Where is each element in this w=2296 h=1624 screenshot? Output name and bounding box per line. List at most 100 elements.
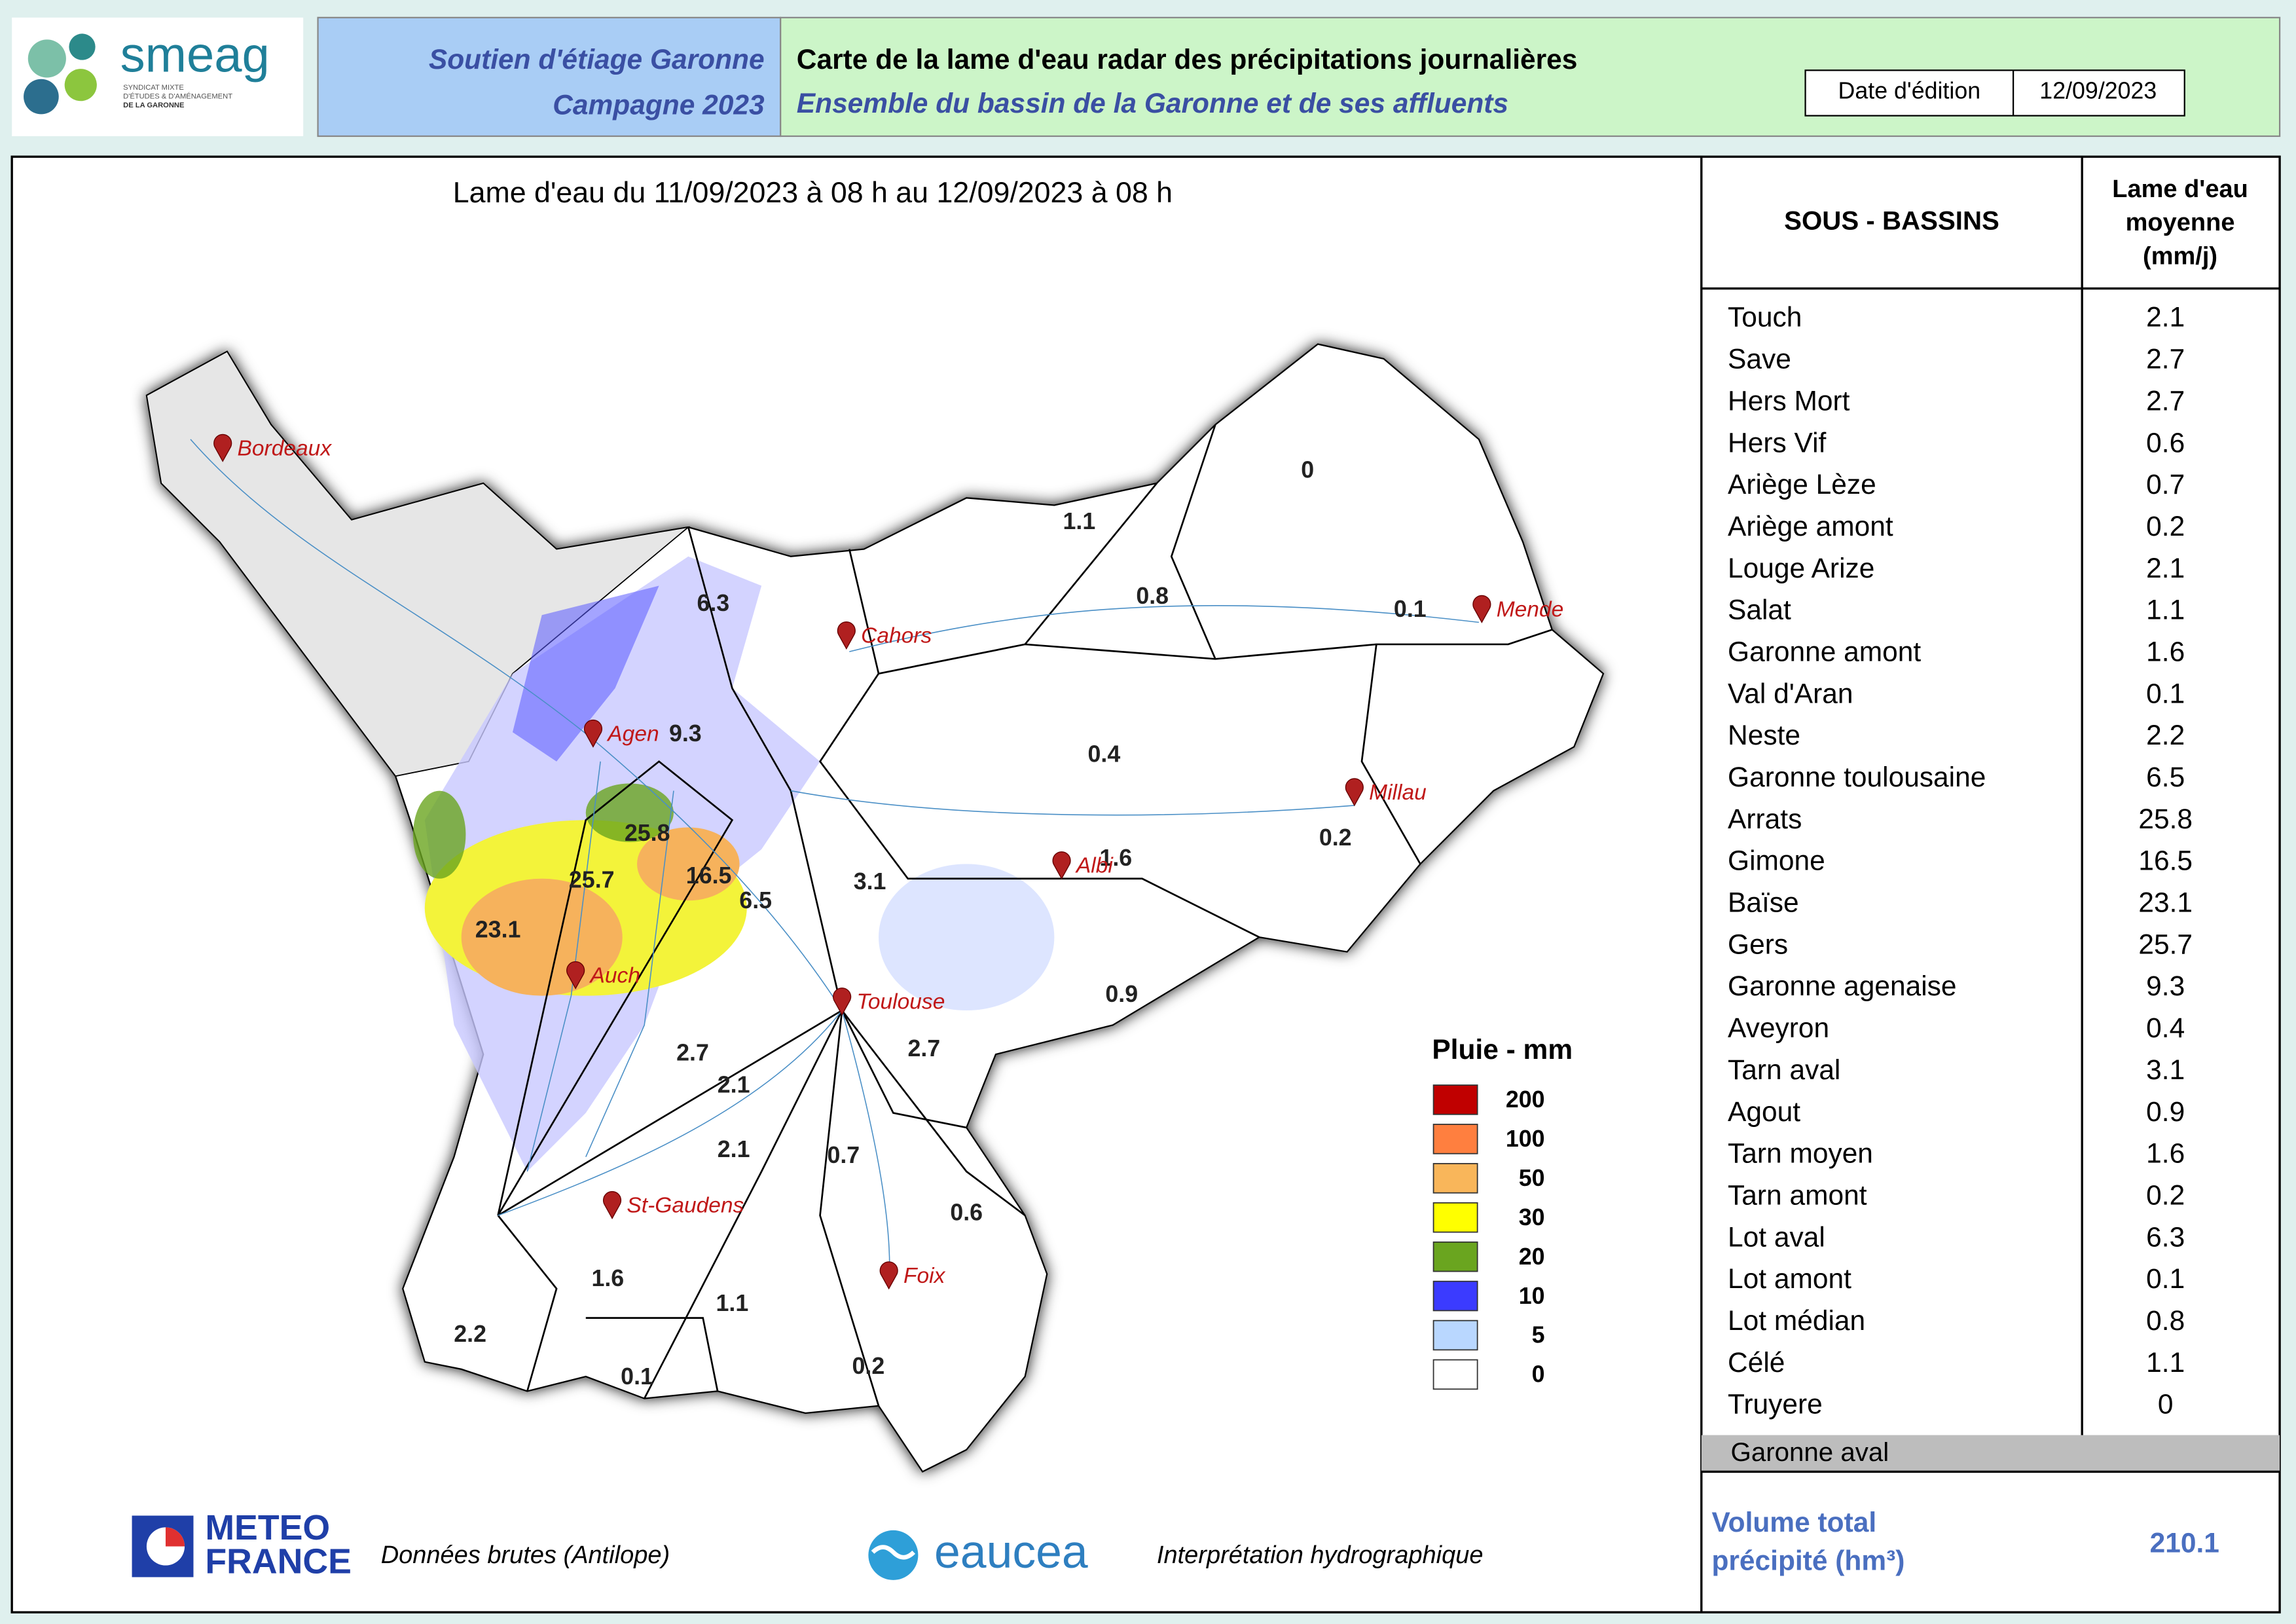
city-marker [1345, 778, 1364, 807]
legend-swatch [1432, 1163, 1478, 1194]
table-header-name: SOUS - BASSINS [1784, 206, 1999, 236]
row-name: Tarn aval [1728, 1055, 1840, 1086]
row-value: 0.9 [2146, 1097, 2185, 1128]
river [849, 604, 1479, 652]
rain-area [512, 585, 659, 762]
row-name: Garonne agenaise [1728, 971, 1956, 1002]
meteo-name: FRANCE [205, 1541, 352, 1581]
row-name: Hers Vif [1728, 428, 1826, 458]
row-name: Garonne amont [1728, 637, 1921, 667]
footer-row [1701, 1435, 2280, 1472]
city-marker [879, 1261, 898, 1290]
city-marker [213, 434, 232, 462]
basin-value: 25.8 [625, 820, 670, 846]
logo-dot [27, 39, 66, 78]
row-value: 9.3 [2146, 971, 2185, 1002]
basin-value: 2.2 [454, 1321, 486, 1347]
legend-swatch [1432, 1241, 1478, 1272]
legend-swatch [1432, 1202, 1478, 1233]
row-value: 2.7 [2146, 386, 2185, 416]
legend-label: 50 [1519, 1165, 1545, 1191]
city-name: Bordeaux [238, 436, 333, 460]
border [818, 673, 1260, 938]
border [841, 1010, 1026, 1217]
logo-dot [69, 33, 96, 60]
legend-swatch [1432, 1320, 1478, 1351]
logo-dot [24, 79, 59, 115]
row-value: 2.7 [2146, 344, 2185, 375]
table-header-value: (mm/j) [2143, 243, 2217, 270]
date-box [1804, 69, 2185, 117]
table-header-value: Lame d'eau [2112, 175, 2248, 203]
total-label: Volume total [1711, 1507, 1876, 1538]
border [848, 483, 1157, 675]
row-value: 2.1 [2146, 303, 2185, 333]
legend-swatch [1432, 1280, 1478, 1312]
city-name: Toulouse [856, 990, 945, 1014]
basin-value: 0.2 [1319, 824, 1352, 851]
row-name: Lot médian [1728, 1306, 1865, 1337]
legend-label: 0 [1532, 1361, 1545, 1388]
row-name: Baïse [1728, 888, 1799, 919]
city-name: Auch [589, 963, 640, 987]
row-value: 25.7 [2138, 929, 2193, 960]
city-marker [1052, 851, 1071, 880]
city-marker [566, 961, 585, 989]
rain-area [585, 783, 674, 842]
row-value: 0 [2158, 1390, 2174, 1420]
logo-name: smeag [120, 28, 270, 83]
row-name: Agout [1728, 1097, 1800, 1128]
border [1360, 644, 1421, 865]
legend-label: 200 [1506, 1086, 1545, 1113]
row-value: 0.7 [2146, 470, 2185, 500]
basin-value: 0.7 [827, 1142, 860, 1168]
row-name: Garonne toulousaine [1728, 762, 1986, 793]
basin-value: 3.1 [854, 868, 886, 895]
river [585, 790, 674, 1157]
basin-value: 2.1 [718, 1072, 750, 1098]
total-value: 210.1 [2150, 1528, 2219, 1559]
border [497, 1215, 558, 1392]
row-value: 1.6 [2146, 637, 2185, 667]
city-marker [837, 621, 856, 650]
row-value: 3.1 [2146, 1055, 2185, 1086]
border [687, 526, 967, 1129]
city-marker [603, 1191, 622, 1219]
basin-value: 0.1 [621, 1363, 653, 1390]
basin-value: 2.7 [676, 1040, 709, 1066]
row-name: Tarn moyen [1728, 1139, 1873, 1170]
legend-label: 100 [1506, 1126, 1545, 1152]
meteo-caption: Données brutes (Antilope) [381, 1541, 670, 1569]
city-name: Cahors [861, 624, 932, 648]
basin-value: 25.7 [569, 867, 615, 893]
border [497, 1008, 845, 1399]
row-value: 6.3 [2146, 1222, 2185, 1253]
map [145, 343, 1605, 1473]
row-value: 16.5 [2138, 846, 2193, 877]
row-value: 1.1 [2146, 595, 2185, 626]
row-name: Ariège Lèze [1728, 470, 1876, 500]
basin-value: 0 [1301, 457, 1314, 483]
basin-value: 0.2 [852, 1353, 885, 1379]
border [819, 1010, 880, 1407]
header-left: Soutien d'étiage Garonne [429, 45, 765, 75]
basin-value: 16.5 [686, 862, 732, 889]
header-left: Campagne 2023 [553, 90, 765, 120]
row-name: Lot aval [1728, 1222, 1825, 1253]
eaucea-caption: Interprétation hydrographique [1157, 1541, 1484, 1569]
row-value: 1.6 [2146, 1139, 2185, 1170]
city-name: Albi [1075, 854, 1114, 878]
row-name: Neste [1728, 720, 1800, 751]
legend-swatch [1432, 1084, 1478, 1115]
footer-row-label: Garonne aval [1731, 1437, 1889, 1467]
city-name: St-Gaudens [627, 1194, 744, 1218]
row-value: 0.4 [2146, 1013, 2185, 1044]
row-value: 0.2 [2146, 511, 2185, 542]
row-name: Lot amont [1728, 1264, 1851, 1295]
basin-value: 6.3 [697, 590, 729, 616]
rivers [190, 439, 1479, 1289]
border [585, 1317, 719, 1392]
eaucea-logo-wave [871, 1545, 916, 1560]
